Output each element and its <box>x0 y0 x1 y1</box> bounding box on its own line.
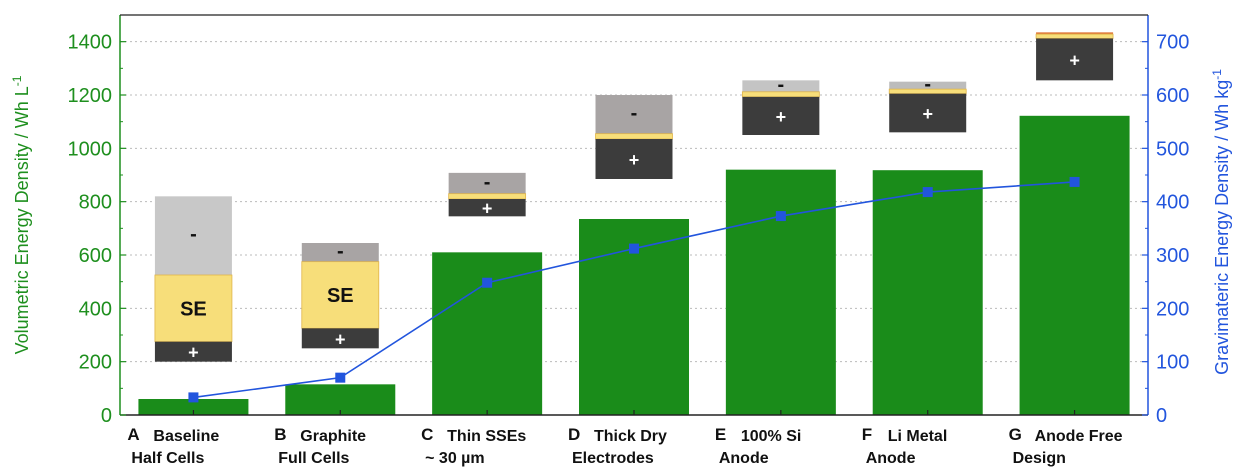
category-letter-F: F <box>862 425 872 444</box>
cell-layer-se <box>301 261 380 329</box>
line-point-B <box>335 372 346 383</box>
bar-F <box>872 170 983 415</box>
y-tick-label-right: 500 <box>1156 138 1189 160</box>
category-label-line1: 100% Si <box>741 428 801 445</box>
line-point-D <box>629 243 639 254</box>
cell-layer-label: + <box>922 104 933 124</box>
line-point-F <box>922 187 933 198</box>
bar-C <box>432 252 543 415</box>
cell-layer-label: - <box>190 224 197 246</box>
y-axis-label-right: Gravimateric Energy Density / Wh kg-1 <box>1210 69 1232 375</box>
cell-stack-G: + <box>1035 32 1114 81</box>
cell-layer-anode <box>448 172 526 194</box>
y-tick-label-left: 200 <box>79 352 112 374</box>
y-tick-label-right: 300 <box>1156 245 1189 267</box>
cell-layer-label: - <box>778 74 785 96</box>
y-tick-label-right: 100 <box>1156 352 1189 374</box>
cell-stack-F: -+ <box>888 73 967 133</box>
category-label-line1: Anode Free <box>1035 428 1123 445</box>
cell-layer-se <box>741 91 820 98</box>
cell-layer-label: SE <box>327 285 354 307</box>
cell-stack-A: - SE + <box>154 196 233 363</box>
category-label-line2: Half Cells <box>131 450 204 467</box>
category-label-line2: Anode <box>866 450 916 467</box>
y-tick-label-right: 600 <box>1156 85 1189 107</box>
cell-layer-anode <box>154 196 232 275</box>
bar-B <box>285 384 396 415</box>
axes: 0 200 400 600 800 1000 1200 1400 0 100 200 300 400 50… <box>68 14 1189 467</box>
cell-layer-li <box>889 81 967 90</box>
line-point-A <box>188 392 199 403</box>
cell-layer-se <box>154 274 233 343</box>
cell-layer-label: SE <box>180 298 207 320</box>
line-point-E <box>775 211 786 222</box>
bar-G <box>1019 115 1130 416</box>
cell-layer-se <box>595 133 673 140</box>
y-tick-label-right: 200 <box>1156 298 1189 320</box>
bar-E <box>725 169 836 415</box>
axis-labels: Volumetric Energy Density / Wh L-1 Gravi… <box>10 69 1232 375</box>
cell-layer-cathode <box>595 139 673 179</box>
category-letter-E: E <box>715 425 726 444</box>
category-label-line1: Baseline <box>153 428 219 445</box>
line-point-C <box>482 277 493 288</box>
y-axis-label-left: Volumetric Energy Density / Wh L-1 <box>10 75 32 354</box>
y-tick-label-right: 0 <box>1156 405 1167 427</box>
y-tick-label-left: 600 <box>79 245 112 267</box>
category-label-line1: Graphite <box>300 428 366 445</box>
cell-layer-cc <box>1036 32 1114 35</box>
cell-layer-label: - <box>484 171 491 193</box>
category-label-line1: Li Metal <box>888 428 948 445</box>
y-tick-label-left: 1000 <box>68 138 113 160</box>
cell-layer-anode <box>742 80 820 92</box>
cell-stack-B: - SE + <box>301 240 380 349</box>
cell-stack-D: -+ <box>595 95 673 179</box>
cell-stack-E: -+ <box>741 74 820 135</box>
cell-layer-label: + <box>482 199 493 219</box>
cell-stack-C: -+ <box>448 171 527 219</box>
cell-layer-se <box>1035 33 1114 39</box>
cell-layer-label: + <box>188 343 199 363</box>
y-tick-label-left: 1200 <box>68 85 113 107</box>
y-tick-label-right: 700 <box>1156 32 1189 54</box>
cell-layer-cathode <box>742 96 820 135</box>
cell-layer-label: + <box>1069 50 1080 70</box>
cell-layer-label: + <box>629 150 640 170</box>
cell-stack-illustrations: -SE+-SE+-+-+-+-++ <box>154 32 1114 363</box>
y-tick-label-left: 800 <box>79 192 112 214</box>
cell-layer-cathode <box>889 93 967 133</box>
line-point-G <box>1069 176 1080 187</box>
y-tick-label-left: 400 <box>79 298 112 320</box>
cell-layer-label: + <box>335 329 346 349</box>
cell-layer-label: - <box>631 102 638 124</box>
category-label-line1: Thick Dry <box>594 428 667 445</box>
y-tick-label-left: 1400 <box>68 32 113 54</box>
bar-A <box>138 399 249 415</box>
category-label-line2: ~ 30 µm <box>425 450 484 467</box>
category-letter-A: A <box>127 425 139 444</box>
gravimetric-line <box>188 176 1080 403</box>
cell-layer-se <box>888 88 967 95</box>
cell-layer-cathode <box>154 341 232 362</box>
category-label-line2: Electrodes <box>572 450 654 467</box>
category-letter-D: D <box>568 425 580 444</box>
category-label-line2: Full Cells <box>278 450 349 467</box>
category-label-line2: Design <box>1013 450 1066 467</box>
category-letter-C: C <box>421 425 433 444</box>
category-letter-B: B <box>274 425 286 444</box>
y-tick-label-left: 0 <box>101 405 112 427</box>
category-letter-G: G <box>1009 425 1022 444</box>
cell-layer-cathode <box>1036 38 1114 81</box>
cell-layer-anode <box>301 243 379 262</box>
cell-layer-cathode <box>301 328 379 349</box>
cell-layer-label: - <box>337 240 344 262</box>
y-tick-label-right: 400 <box>1156 192 1189 214</box>
category-label-line1: Thin SSEs <box>447 428 526 445</box>
cell-layer-label: - <box>924 73 931 95</box>
category-label-line2: Anode <box>719 450 769 467</box>
cell-layer-anode <box>595 95 673 134</box>
cell-layer-cathode <box>448 199 526 217</box>
cell-layer-label: + <box>776 107 787 127</box>
